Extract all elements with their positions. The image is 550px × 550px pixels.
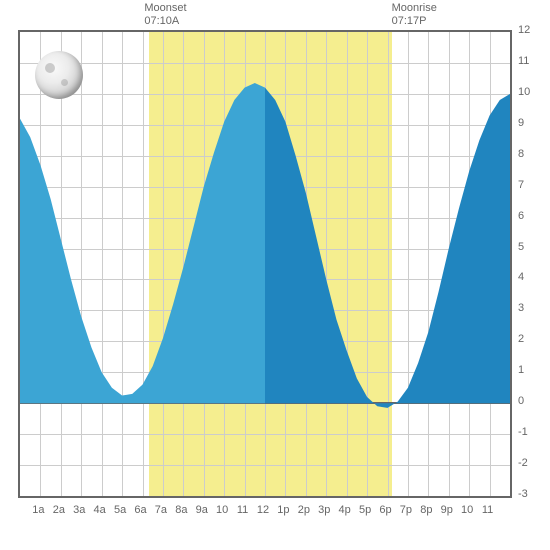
x-tick-label: 10 (216, 504, 228, 516)
x-tick-label: 6p (379, 504, 391, 516)
x-tick-label: 11 (237, 504, 248, 516)
y-tick-label: 2 (518, 333, 524, 345)
y-tick-label: 1 (518, 364, 524, 376)
x-tick-label: 6a (134, 504, 146, 516)
moonset-label: Moonset 07:10A (144, 2, 186, 28)
y-tick-label: 7 (518, 179, 524, 191)
moonrise-time: 07:17P (392, 15, 437, 28)
moon-icon (35, 51, 83, 99)
x-tick-label: 8p (420, 504, 432, 516)
x-tick-label: 9a (196, 504, 208, 516)
x-tick-label: 7a (155, 504, 167, 516)
y-tick-label: -2 (518, 457, 528, 469)
x-tick-label: 3a (73, 504, 85, 516)
tide-area (20, 32, 510, 496)
x-tick-label: 1a (32, 504, 44, 516)
y-tick-label: 4 (518, 271, 524, 283)
x-tick-label: 8a (175, 504, 187, 516)
x-tick-label: 1p (277, 504, 289, 516)
x-tick-label: 3p (318, 504, 330, 516)
moonrise-title: Moonrise (392, 2, 437, 15)
y-tick-label: -1 (518, 426, 528, 438)
plot-area (18, 30, 512, 498)
y-tick-label: 3 (518, 302, 524, 314)
x-tick-label: 5a (114, 504, 126, 516)
y-tick-label: 11 (518, 55, 529, 67)
y-tick-label: 6 (518, 210, 524, 222)
x-tick-label: 12 (257, 504, 269, 516)
tide-fill-am (20, 83, 265, 403)
y-tick-label: 12 (518, 24, 530, 36)
x-tick-label: 7p (400, 504, 412, 516)
moonset-title: Moonset (144, 2, 186, 15)
y-tick-label: -3 (518, 488, 528, 500)
y-tick-label: 8 (518, 148, 524, 160)
x-tick-label: 11 (482, 504, 493, 516)
x-tick-label: 4p (339, 504, 351, 516)
y-tick-label: 5 (518, 241, 524, 253)
x-tick-label: 5p (359, 504, 371, 516)
tide-chart: Moonset 07:10A Moonrise 07:17P 1a 2a 3a 4a 5… (0, 0, 550, 550)
y-tick-label: 0 (518, 395, 524, 407)
x-tick-label: 9p (441, 504, 453, 516)
moonrise-label: Moonrise 07:17P (392, 2, 437, 28)
x-tick-label: 10 (461, 504, 473, 516)
x-tick-label: 4a (94, 504, 106, 516)
tide-fill-pm (265, 88, 510, 408)
y-tick-label: 10 (518, 86, 530, 98)
x-tick-label: 2a (53, 504, 65, 516)
y-tick-label: 9 (518, 117, 524, 129)
moonset-time: 07:10A (144, 15, 186, 28)
x-tick-label: 2p (298, 504, 310, 516)
